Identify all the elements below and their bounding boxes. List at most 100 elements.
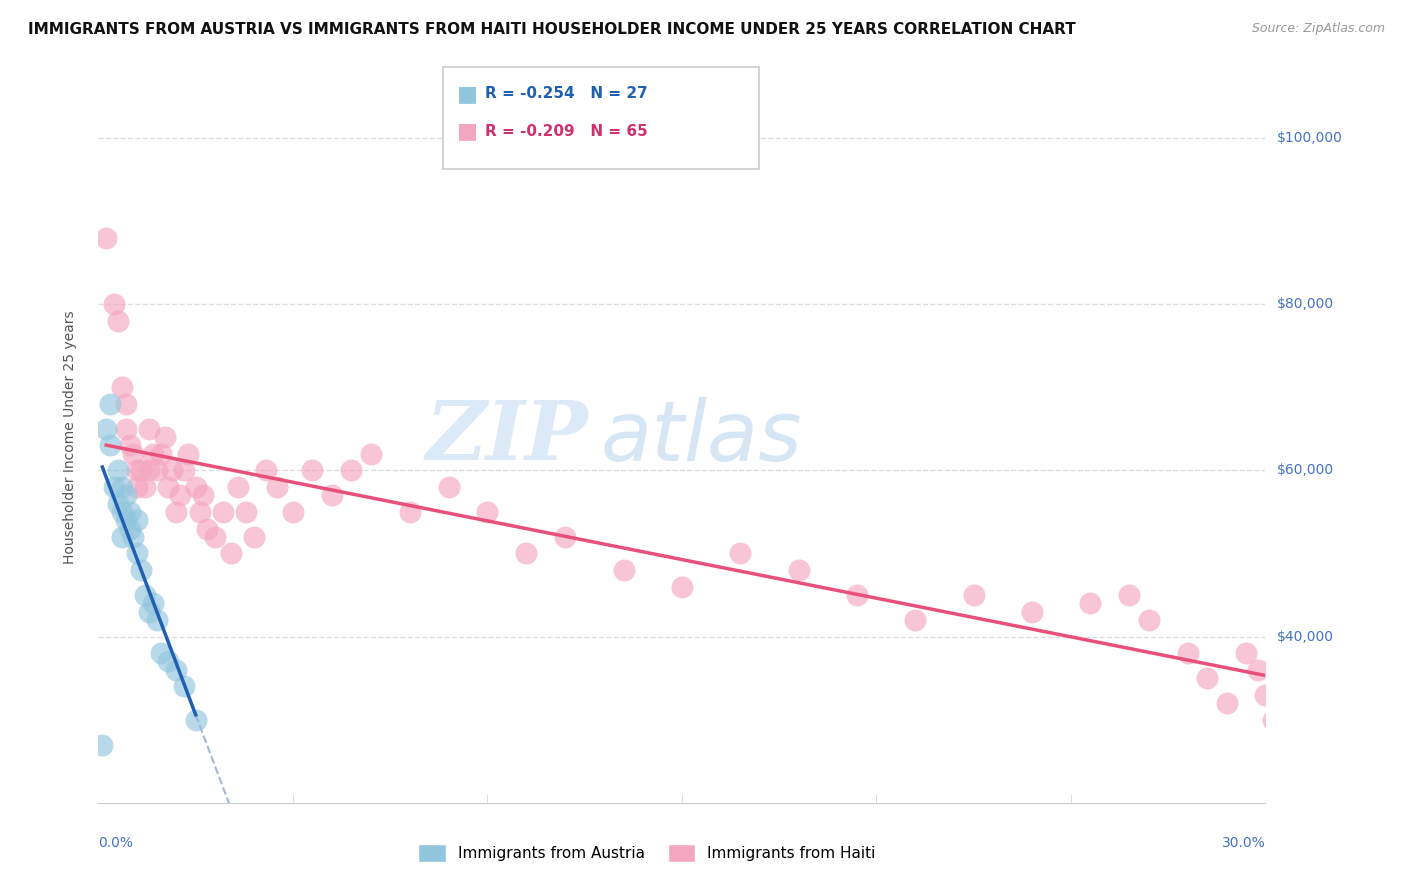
Point [554, 530, 576, 544]
Point [142, 596, 165, 610]
Point [846, 588, 869, 602]
Point [184, 713, 207, 727]
Point [1118, 588, 1140, 602]
Point [360, 447, 382, 461]
Point [477, 505, 499, 519]
Point [142, 447, 165, 461]
Point [107, 463, 129, 477]
Point [149, 447, 172, 461]
Point [228, 480, 250, 494]
Point [193, 488, 215, 502]
Point [1195, 671, 1218, 685]
Point [962, 588, 984, 602]
Text: atlas: atlas [600, 397, 801, 477]
Point [118, 438, 141, 452]
Point [1177, 646, 1199, 660]
Text: R = -0.254   N = 27: R = -0.254 N = 27 [485, 87, 648, 101]
Point [98, 397, 121, 411]
Point [127, 513, 149, 527]
Point [138, 463, 160, 477]
Point [1254, 688, 1277, 702]
Text: 30.0%: 30.0% [1222, 836, 1265, 850]
Point [184, 480, 207, 494]
Point [235, 505, 257, 519]
Point [157, 655, 180, 669]
Point [173, 680, 195, 694]
Point [188, 505, 211, 519]
Point [340, 463, 363, 477]
Point [730, 546, 752, 560]
Point [129, 463, 152, 477]
Point [195, 521, 218, 535]
Point [146, 463, 169, 477]
Point [149, 646, 172, 660]
Text: Source: ZipAtlas.com: Source: ZipAtlas.com [1251, 22, 1385, 36]
Point [111, 380, 134, 394]
Point [138, 422, 160, 436]
Point [118, 505, 141, 519]
Point [138, 605, 160, 619]
Point [165, 505, 187, 519]
Text: $100,000: $100,000 [1277, 131, 1343, 145]
Point [127, 463, 149, 477]
Point [114, 422, 136, 436]
Point [107, 497, 129, 511]
Point [1234, 646, 1257, 660]
Point [266, 480, 288, 494]
Point [103, 480, 125, 494]
Point [91, 738, 114, 752]
Point [122, 530, 145, 544]
Point [281, 505, 304, 519]
Point [129, 563, 152, 577]
Point [127, 546, 149, 560]
Point [671, 580, 693, 594]
Point [118, 521, 141, 535]
Point [114, 488, 136, 502]
Point [114, 397, 136, 411]
Text: $60,000: $60,000 [1277, 463, 1334, 477]
Point [111, 530, 134, 544]
Point [398, 505, 420, 519]
Point [904, 613, 927, 627]
Text: R = -0.209   N = 65: R = -0.209 N = 65 [485, 124, 648, 138]
Point [146, 613, 169, 627]
Point [111, 480, 134, 494]
Point [134, 480, 156, 494]
Point [254, 463, 277, 477]
Point [122, 447, 145, 461]
Point [96, 230, 118, 244]
Point [103, 297, 125, 311]
Point [1263, 713, 1285, 727]
Point [243, 530, 266, 544]
Text: ■: ■ [457, 121, 478, 141]
Point [162, 463, 184, 477]
Point [1137, 613, 1160, 627]
Text: $80,000: $80,000 [1277, 297, 1334, 311]
Point [114, 513, 136, 527]
Point [111, 505, 134, 519]
Text: IMMIGRANTS FROM AUSTRIA VS IMMIGRANTS FROM HAITI HOUSEHOLDER INCOME UNDER 25 YEA: IMMIGRANTS FROM AUSTRIA VS IMMIGRANTS FR… [28, 22, 1076, 37]
Point [321, 488, 343, 502]
Point [437, 480, 460, 494]
Point [157, 480, 180, 494]
Point [127, 480, 149, 494]
Text: $40,000: $40,000 [1277, 630, 1334, 643]
Point [173, 463, 195, 477]
Y-axis label: Householder Income Under 25 years: Householder Income Under 25 years [63, 310, 77, 564]
Legend: Immigrants from Austria, Immigrants from Haiti: Immigrants from Austria, Immigrants from… [412, 838, 882, 868]
Point [134, 588, 156, 602]
Text: ■: ■ [457, 84, 478, 103]
Point [301, 463, 323, 477]
Point [613, 563, 636, 577]
Text: 0.0%: 0.0% [98, 836, 134, 850]
Point [219, 546, 242, 560]
Point [1246, 663, 1268, 677]
Point [1215, 696, 1237, 710]
Point [169, 488, 191, 502]
Point [212, 505, 235, 519]
Point [1274, 671, 1296, 685]
Point [204, 530, 226, 544]
Point [107, 314, 129, 328]
Text: ZIP: ZIP [426, 397, 589, 477]
Point [153, 430, 176, 444]
